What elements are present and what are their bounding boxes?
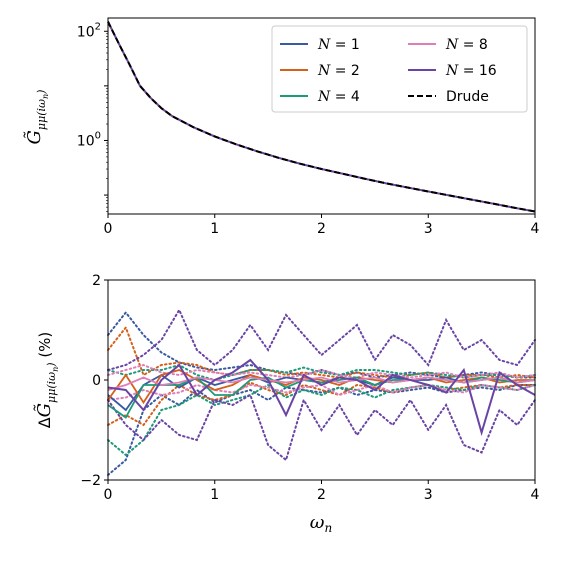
bottom-y-ticks: −2 0 2 xyxy=(80,273,108,489)
legend-label: N = 4 xyxy=(317,89,360,105)
top-x-tick-label: 2 xyxy=(317,221,326,237)
bottom-x-tick-label: 1 xyxy=(210,487,219,503)
top-y-tick-label: 102 xyxy=(77,21,101,40)
top-x-ticks: 0 1 2 3 4 xyxy=(104,214,540,237)
bottom-y-tick-label: 2 xyxy=(92,273,101,289)
legend-label: N = 16 xyxy=(445,63,497,79)
top-y-tick-label: 100 xyxy=(77,130,101,149)
bottom-x-tick-label: 4 xyxy=(531,487,540,503)
top-x-tick-label: 1 xyxy=(210,221,219,237)
top-y-axis-label: G̃μμ(iωn) xyxy=(23,90,50,145)
bottom-y-axis-label: ΔG̃μμ(iωn) (%) xyxy=(33,332,60,429)
bottom-series-lines xyxy=(107,307,536,476)
bottom-line-n-8 xyxy=(107,376,536,391)
top-x-tick-label: 0 xyxy=(104,221,113,237)
legend-box xyxy=(271,25,528,113)
bottom-plot-frame xyxy=(107,279,536,481)
bottom-upper-n-16 xyxy=(107,307,536,371)
bottom-lower-n-4 xyxy=(107,383,536,457)
top-line-drude xyxy=(107,21,536,213)
bottom-x-ticks: 0 1 2 3 4 xyxy=(104,480,540,503)
legend: N = 1 N = 2 N = 4 N = 8 N = 16 Drude xyxy=(271,25,528,113)
bottom-x-axis-label: ωn xyxy=(310,512,332,535)
legend-label: Drude xyxy=(446,89,489,105)
bottom-lower-n-16 xyxy=(107,393,536,462)
top-y-ticks: 102 100 xyxy=(77,21,108,212)
legend-label: N = 8 xyxy=(445,37,488,53)
bottom-line-n-2 xyxy=(107,369,535,405)
bottom-upper-n-8 xyxy=(107,363,536,379)
bottom-x-tick-label: 3 xyxy=(424,487,433,503)
top-x-tick-label: 3 xyxy=(424,221,433,237)
bottom-upper-n-2 xyxy=(107,325,536,379)
top-x-tick-label: 4 xyxy=(531,221,540,237)
top-plot-frame xyxy=(107,17,536,215)
top-series-lines xyxy=(107,21,536,213)
bottom-x-tick-label: 0 xyxy=(104,487,113,503)
legend-label: N = 2 xyxy=(317,63,360,79)
legend-label: N = 1 xyxy=(317,37,360,53)
bottom-line-n-16 xyxy=(107,358,536,437)
bottom-x-tick-label: 2 xyxy=(317,487,326,503)
bottom-y-tick-label: −2 xyxy=(80,473,101,489)
bottom-y-tick-label: 0 xyxy=(92,373,101,389)
